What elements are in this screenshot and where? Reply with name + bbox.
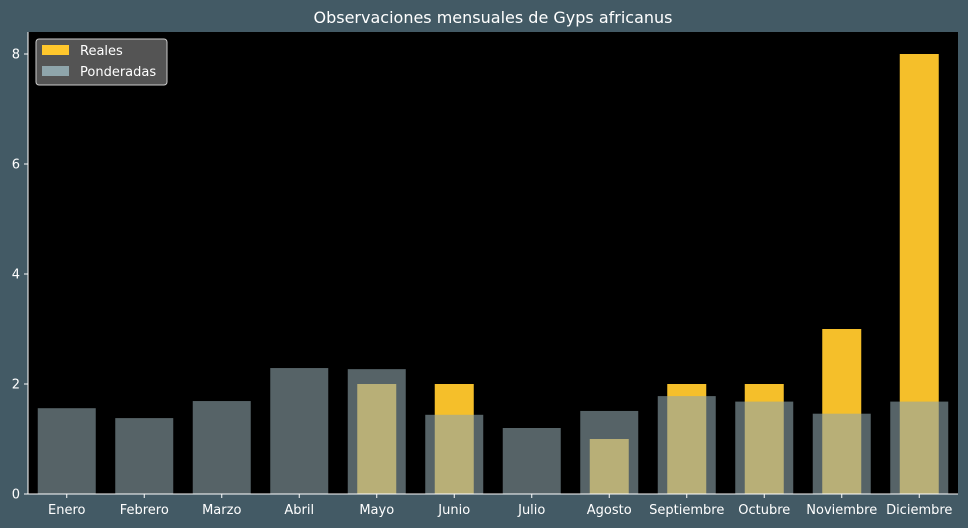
y-tick-label: 6 <box>12 158 20 173</box>
bar-ponderadas-marzo <box>192 401 251 494</box>
bar-ponderadas-mayo <box>347 369 406 494</box>
y-tick-label: 2 <box>12 378 20 393</box>
x-tick-label: Septiembre <box>649 503 724 518</box>
plot-area <box>28 32 958 494</box>
x-tick-label: Enero <box>48 503 86 518</box>
bar-ponderadas-noviembre <box>812 413 871 494</box>
x-tick-label: Febrero <box>120 503 169 518</box>
bar-ponderadas-abril <box>270 368 329 494</box>
x-tick-label: Marzo <box>202 503 241 518</box>
bar-ponderadas-julio <box>502 428 561 494</box>
bar-ponderadas-enero <box>37 408 96 494</box>
bar-ponderadas-junio <box>425 414 484 494</box>
y-tick-label: 0 <box>12 488 20 503</box>
legend-swatch-ponderadas <box>42 66 69 76</box>
y-tick-label: 8 <box>12 48 20 63</box>
bar-ponderadas-febrero <box>115 418 174 494</box>
legend-label-ponderadas: Ponderadas <box>80 65 156 80</box>
bar-ponderadas-septiembre <box>657 396 716 494</box>
y-tick-label: 4 <box>12 268 20 283</box>
x-tick-label: Agosto <box>587 503 632 518</box>
x-tick-label: Junio <box>437 503 470 518</box>
legend-swatch-reales <box>42 45 69 55</box>
legend-label-reales: Reales <box>80 44 123 59</box>
x-tick-label: Mayo <box>359 503 394 518</box>
bar-ponderadas-agosto <box>580 410 639 494</box>
x-tick-label: Octubre <box>738 503 790 518</box>
x-tick-label: Julio <box>517 503 545 518</box>
chart-title: Observaciones mensuales de Gyps africanu… <box>314 8 673 27</box>
x-tick-label: Diciembre <box>886 503 952 518</box>
bar-ponderadas-diciembre <box>890 401 949 494</box>
bar-ponderadas-octubre <box>735 401 794 494</box>
x-tick-label: Abril <box>284 503 314 518</box>
x-tick-label: Noviembre <box>806 503 877 518</box>
